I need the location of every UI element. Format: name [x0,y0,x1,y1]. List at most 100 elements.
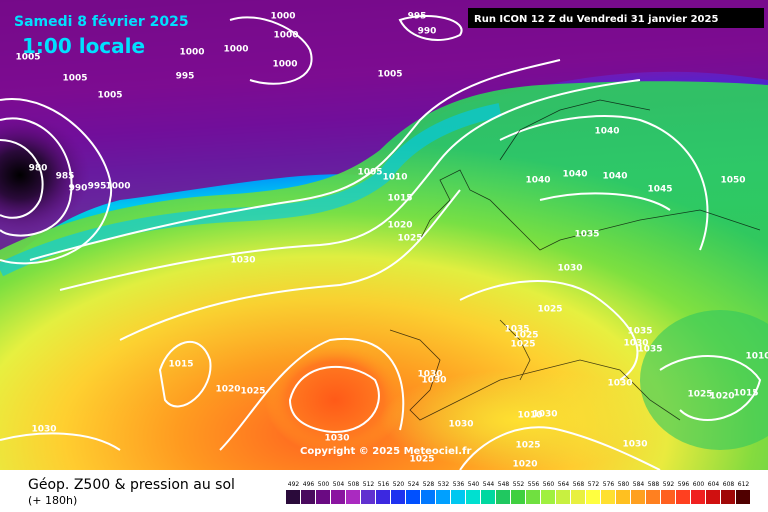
isobar-label: 1035 [627,327,652,337]
isobar-label: 1005 [62,74,87,84]
scale-label: 600 [693,481,705,488]
scale-swatch [496,490,510,504]
scale-swatch [526,490,540,504]
scale-label: 540 [468,481,480,488]
scale-label: 496 [303,481,315,488]
isobar-label: 1020 [512,460,537,470]
isobar-label: 1010 [745,352,768,362]
scale-label: 544 [483,481,495,488]
scale-swatch [691,490,705,504]
isobar-label: 1020 [709,392,734,402]
coastlines [389,99,761,421]
isobar-label: 1030 [230,256,255,266]
scale-swatch [301,490,315,504]
z500-warm-area [0,81,768,470]
scale-swatch [466,490,480,504]
scale-label: 492 [288,481,300,488]
isobar-label: 1005 [377,70,402,80]
isobar-label: 1015 [733,389,758,399]
scale-swatch [346,490,360,504]
scale-swatch [601,490,615,504]
isobar-label: 1005 [15,53,40,63]
scale-swatch [646,490,660,504]
scale-swatch [376,490,390,504]
scale-swatch [361,490,375,504]
z500-low-area [0,0,768,270]
isobar-label: 1025 [537,305,562,315]
isobar-label: 995 [88,182,107,192]
isobar-label: 1000 [179,48,204,58]
scale-swatch [451,490,465,504]
isobar-label: 990 [418,27,437,37]
jet-band [0,103,502,277]
isobar-label: 1045 [647,185,672,195]
isobar-label: 995 [408,12,427,22]
isobar-label: 1025 [510,340,535,350]
scale-swatch [571,490,585,504]
isobar-label: 1025 [687,390,712,400]
scale-label: 500 [318,481,330,488]
copyright: Copyright © 2025 Meteociel.fr [300,446,471,457]
scale-swatch [421,490,435,504]
isobar-label: 1030 [623,339,648,349]
scale-swatch [616,490,630,504]
scale-swatch [706,490,720,504]
scale-label: 532 [438,481,450,488]
isobar-label: 985 [56,172,75,182]
scale-swatch [481,490,495,504]
isobar-label: 1025 [513,331,538,341]
scale-label: 608 [723,481,735,488]
scale-label: 552 [513,481,525,488]
scale-label: 568 [573,481,585,488]
scale-label: 548 [498,481,510,488]
isobar-label: 1050 [720,176,745,186]
scale-swatch [316,490,330,504]
scale-swatch [676,490,690,504]
scale-label: 520 [393,481,405,488]
isobar-label: 1030 [607,379,632,389]
scale-label: 604 [708,481,720,488]
scale-swatch [586,490,600,504]
scale-swatch [556,490,570,504]
color-scale: 492 496 500 504 508 512 516 520 524 528 532 536 540 5… [286,481,750,504]
isobar-label: 1020 [215,385,240,395]
local-time: 1:00 locale [22,34,145,58]
isobar-label: 1040 [525,176,550,186]
yellow-area [380,370,660,470]
scale-label: 528 [423,481,435,488]
scale-swatch [511,490,525,504]
isobar-label: 1025 [515,441,540,451]
isobar-label: 1000 [105,182,130,192]
scale-label: 596 [678,481,690,488]
isobar-label: 1040 [602,172,627,182]
isobar-label: 1030 [622,440,647,450]
scale-swatch [331,490,345,504]
scale-label: 612 [738,481,750,488]
isobar-label: 1040 [562,170,587,180]
isobar-label: 1030 [31,425,56,435]
valid-date: Samedi 8 février 2025 [14,14,189,30]
isobar-label: 1030 [421,376,446,386]
isobar-label: 1010 [517,411,542,421]
scale-swatch [541,490,555,504]
isobar-label: 1030 [417,370,442,380]
map-title: Géop. Z500 & pression au sol [28,477,235,493]
run-info: Run ICON 12 Z du Vendredi 31 janvier 202… [474,14,718,25]
scale-swatch [406,490,420,504]
lead-time: (+ 180h) [28,494,77,507]
isobar-label: 1015 [168,360,193,370]
scale-label: 536 [453,481,465,488]
scale-label: 516 [378,481,390,488]
isobar-label: 1030 [324,434,349,444]
isobar-label: 1035 [637,345,662,355]
scale-label: 508 [348,481,360,488]
isobar-label: 1025 [397,234,422,244]
isobar-label: 990 [69,184,88,194]
isobar-label: 1015 [387,194,412,204]
scale-label: 504 [333,481,345,488]
high-core [265,345,405,455]
scale-swatch [391,490,405,504]
scale-swatch [736,490,750,504]
isobar-label: 980 [29,164,48,174]
